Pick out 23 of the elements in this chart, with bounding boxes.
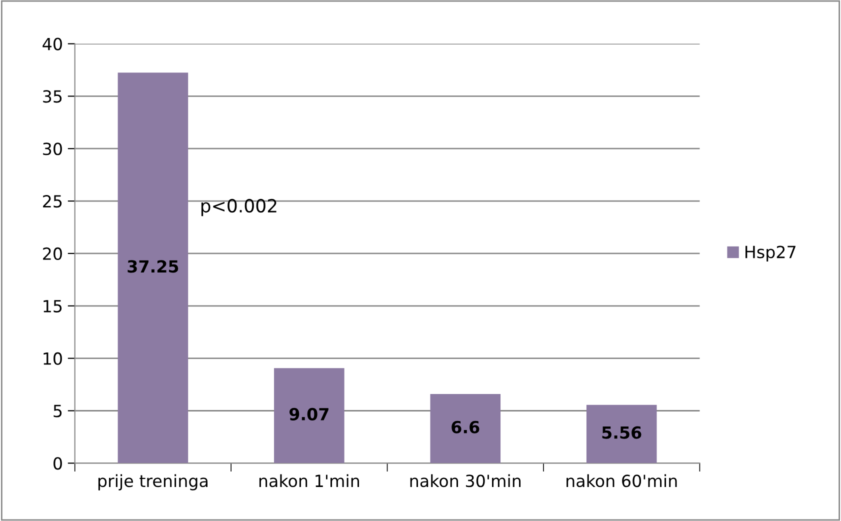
- data-label: 6.6: [452, 420, 480, 434]
- bar: [118, 72, 188, 464]
- y-tick-label: 30: [43, 142, 62, 156]
- y-tick-label: 10: [44, 352, 62, 365]
- y-tick-label: 0: [54, 457, 62, 470]
- y-tick-label: 35: [43, 90, 62, 103]
- y-tick-label: 40: [42, 38, 62, 50]
- x-tick-label: nakon 30'min: [410, 474, 521, 488]
- x-tick-label: prije treninga: [98, 474, 208, 490]
- y-tick-label: 15: [44, 300, 62, 312]
- annotation: p<0.002: [201, 198, 276, 216]
- y-tick-label: 25: [43, 195, 62, 208]
- bar: [274, 368, 344, 464]
- x-tick-label: nakon 60'min: [566, 474, 677, 488]
- y-tick-label: 20: [43, 247, 62, 260]
- y-tick-label: 5: [54, 404, 62, 418]
- data-label: 37.25: [128, 260, 178, 273]
- legend-label: Hsp27: [746, 246, 796, 262]
- data-label: 9.07: [289, 408, 328, 420]
- bar: [430, 394, 501, 464]
- bar: [586, 404, 657, 464]
- data-label: 5.56: [602, 426, 642, 439]
- x-tick-label: nakon 1'min: [259, 474, 360, 488]
